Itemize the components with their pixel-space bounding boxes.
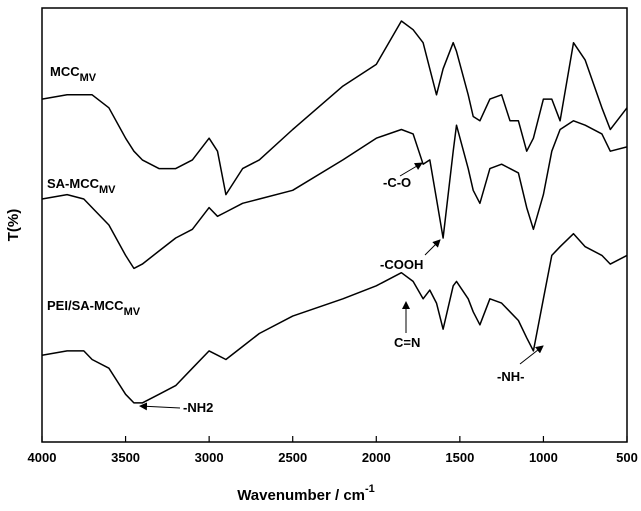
series-label-name: PEI/SA-MCC <box>47 298 124 313</box>
spectrum-line <box>41 120 628 270</box>
series-label-sub: MV <box>80 72 97 84</box>
annotation: -C-O <box>383 175 411 190</box>
y-axis-label: T(%) <box>5 209 22 242</box>
spectrum-line <box>41 20 628 196</box>
x-tick-label: 2000 <box>362 450 391 465</box>
x-tick-label: 3500 <box>111 450 140 465</box>
annotation: C=N <box>394 335 420 350</box>
x-axis-label-sup: -1 <box>365 483 375 495</box>
x-tick-label: 500 <box>616 450 638 465</box>
series-label: MCCMV <box>50 64 97 84</box>
annotation: -COOH <box>380 257 423 272</box>
series-label: SA-MCCMV <box>47 176 116 196</box>
annotation: -NH- <box>497 369 524 384</box>
x-tick-label: 1000 <box>529 450 558 465</box>
series-label: PEI/SA-MCCMV <box>47 298 141 318</box>
x-tick-label: 3000 <box>195 450 224 465</box>
annotation-arrow <box>424 239 441 256</box>
annotation-arrow <box>519 345 544 365</box>
series-label-sub: MV <box>124 306 141 318</box>
series-label-sub: MV <box>99 184 116 196</box>
annotation-arrow <box>399 162 423 177</box>
x-tick-label: 2500 <box>278 450 307 465</box>
x-axis-label: Wavenumber / cm-1 <box>237 483 375 504</box>
x-tick-label: 4000 <box>28 450 57 465</box>
plot-frame <box>41 7 628 443</box>
series-label-name: SA-MCC <box>47 176 100 191</box>
spectrum-line <box>41 232 628 404</box>
series-label-name: MCC <box>50 64 80 79</box>
x-axis-label-text: Wavenumber / cm <box>237 487 365 504</box>
annotation-arrow <box>139 402 181 411</box>
annotation: -NH2 <box>183 400 213 415</box>
x-tick-label: 1500 <box>445 450 474 465</box>
